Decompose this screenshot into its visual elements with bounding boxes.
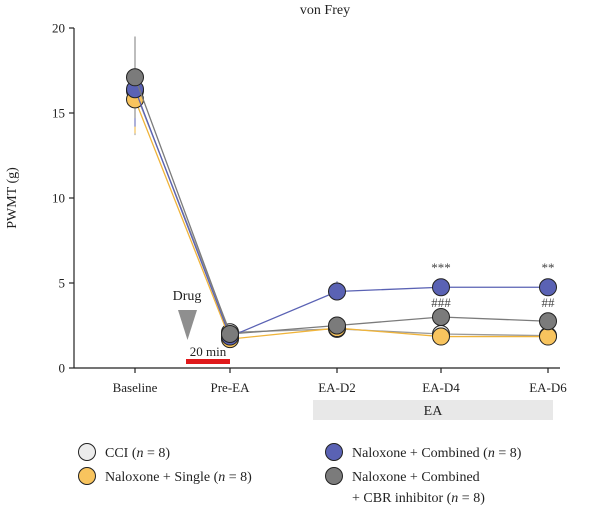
legend-text-part: = 8) — [144, 446, 171, 461]
legend-marker — [325, 443, 343, 461]
legend-text-part: = 8) — [225, 470, 252, 485]
ea-band — [313, 400, 553, 420]
significance-layer: *** ### ** ## — [431, 260, 555, 310]
legend-marker — [78, 443, 96, 461]
x-tick-label: EA-D2 — [318, 380, 356, 395]
data-point — [221, 325, 239, 343]
data-point — [539, 327, 557, 346]
data-point — [328, 316, 346, 335]
significance-lower: ## — [542, 295, 556, 310]
y-tick-label: 5 — [59, 276, 66, 291]
legend-text-part: = 8) — [458, 491, 485, 506]
data-point — [328, 282, 346, 301]
legend-text-part: Naloxone + Single ( — [105, 470, 219, 485]
series-2 — [126, 80, 557, 346]
x-ticks: Baseline Pre-EA EA-D2 EA-D4 EA-D6 — [113, 368, 567, 395]
y-tick-label: 20 — [52, 21, 65, 36]
legend-text-part: = 8) — [495, 446, 522, 461]
y-tick-label: 0 — [59, 361, 66, 376]
legend-text-part: n — [451, 491, 458, 506]
y-tick-label: 10 — [52, 191, 65, 206]
data-point — [432, 308, 450, 326]
legend: CCI (n = 8)Naloxone + Single (n = 8)Nalo… — [78, 443, 522, 506]
legend-label-line2: + CBR inhibitor (n = 8) — [352, 491, 485, 506]
legend-text-part: Naloxone + Combined ( — [352, 446, 488, 461]
drug-arrow-icon — [178, 310, 197, 340]
legend-marker — [78, 467, 96, 485]
legend-text-part: CCI ( — [105, 446, 137, 461]
series-1 — [126, 90, 557, 349]
duration-bar — [186, 359, 230, 364]
ea-band-label: EA — [424, 404, 444, 419]
legend-text-part: + CBR inhibitor ( — [352, 491, 452, 506]
legend-text-part: n — [488, 446, 495, 461]
significance-upper: *** — [431, 260, 451, 275]
legend-item-3: Naloxone + Combined + CBR inhibitor (n = … — [325, 467, 485, 506]
legend-text-part: n — [218, 470, 225, 485]
x-tick-label: EA-D6 — [529, 380, 567, 395]
series-3 — [126, 68, 557, 343]
y-axis-label: PWMT (g) — [5, 167, 20, 229]
data-point — [539, 278, 557, 297]
legend-label: Naloxone + Combined — [352, 470, 480, 485]
y-ticks: 0 5 10 15 20 — [52, 21, 74, 376]
drug-label: Drug — [173, 289, 202, 304]
duration-label: 20 min — [190, 344, 227, 359]
legend-text-part: Naloxone + Combined — [352, 470, 480, 485]
legend-item-0: CCI (n = 8) — [78, 443, 170, 461]
data-point — [432, 327, 450, 346]
x-tick-label: EA-D4 — [422, 380, 460, 395]
series-0 — [126, 81, 557, 345]
significance-upper: ** — [542, 260, 555, 275]
legend-text-part: n — [137, 446, 144, 461]
legend-item-2: Naloxone + Combined (n = 8) — [325, 443, 522, 461]
x-tick-label: Baseline — [113, 380, 158, 395]
y-tick-label: 15 — [52, 106, 65, 121]
legend-label: Naloxone + Combined (n = 8) — [352, 446, 522, 461]
legend-item-1: Naloxone + Single (n = 8) — [78, 467, 252, 485]
significance-lower: ### — [431, 295, 451, 310]
data-point — [432, 278, 450, 297]
legend-label: CCI (n = 8) — [105, 446, 170, 461]
x-tick-label: Pre-EA — [211, 380, 251, 395]
series-layer — [126, 36, 557, 349]
legend-label: Naloxone + Single (n = 8) — [105, 470, 252, 485]
data-point — [539, 312, 557, 331]
data-point — [126, 68, 144, 87]
legend-marker — [325, 467, 343, 485]
chart-title: von Frey — [300, 3, 350, 18]
